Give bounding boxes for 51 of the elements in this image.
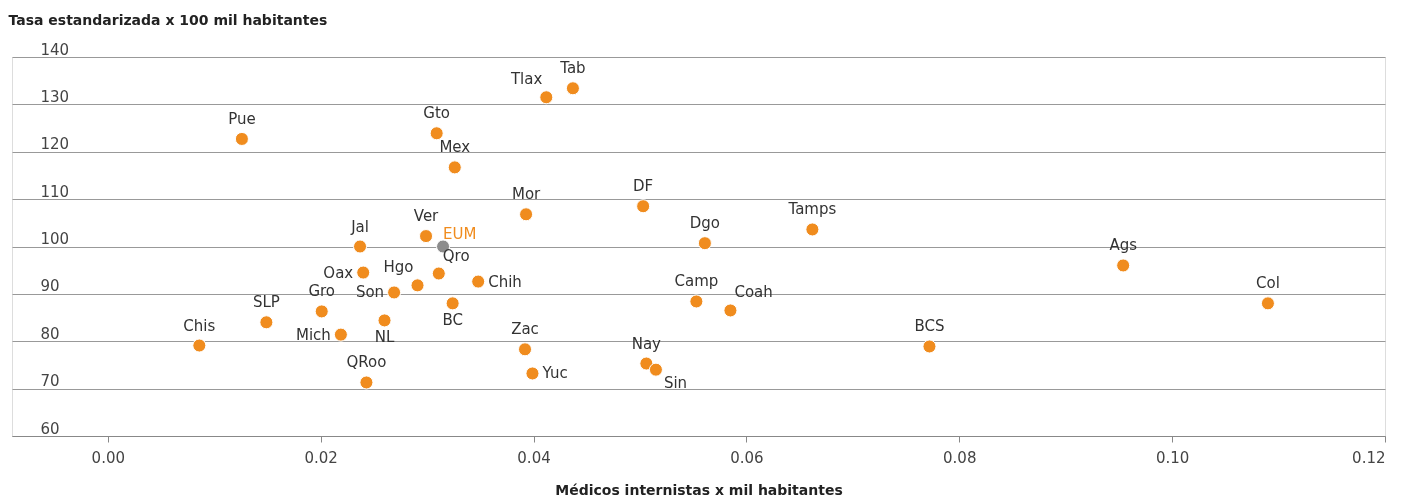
annotation: Coah xyxy=(734,283,773,302)
annotation: NL xyxy=(374,328,395,347)
y-tick-label: 100 xyxy=(40,230,70,248)
x-tick-label: 0.10 xyxy=(1155,448,1190,467)
annotation: Qro xyxy=(442,246,470,265)
annotation: Chih xyxy=(488,272,522,291)
annotation: Mex xyxy=(439,138,471,157)
annotation: Tab xyxy=(559,59,586,78)
x-tick-label: 0.12 xyxy=(1352,448,1386,467)
y-tick-label: 90 xyxy=(40,277,60,296)
annotation: Tlax xyxy=(509,70,543,89)
x-tick-label: 0.02 xyxy=(304,448,338,467)
annotation: QRoo xyxy=(346,353,387,372)
annotation: Sin xyxy=(663,373,688,392)
annotation: Nay xyxy=(631,334,662,353)
y-tick-label: 140 xyxy=(40,40,70,59)
annotation: Dgo xyxy=(689,214,721,233)
x-axis-title: Médicos internistas x mil habitantes xyxy=(555,481,843,498)
annotation: Oax xyxy=(323,263,354,282)
y-axis-title: Tasa estandarizada x 100 mil habitantes xyxy=(8,11,328,28)
annotation: Hgo xyxy=(383,258,414,277)
x-tick-label: 0.06 xyxy=(730,448,764,467)
annotation: Ver xyxy=(413,207,440,226)
annotation: Son xyxy=(355,283,385,302)
x-tick-label: 0.08 xyxy=(943,448,977,467)
annotation: Jal xyxy=(350,217,369,236)
annotation: Tamps xyxy=(787,200,837,219)
annotation: Camp xyxy=(674,272,719,291)
annotation: Col xyxy=(1256,274,1280,293)
annotation: Chis xyxy=(183,316,216,335)
annotation: Mor xyxy=(511,185,542,204)
annotation: BCS xyxy=(914,317,945,336)
annotation: Zac xyxy=(511,320,539,339)
y-tick-label: 60 xyxy=(40,419,60,438)
y-tick-label: 130 xyxy=(40,87,70,106)
annotation: Gto xyxy=(423,104,451,123)
annotation: Mich xyxy=(296,325,331,344)
x-tick-label: 0.00 xyxy=(91,448,125,467)
x-tick-label: 0.04 xyxy=(517,448,551,467)
annotation: Ags xyxy=(1109,236,1138,255)
annotation: Pue xyxy=(228,109,256,128)
annotation: DF xyxy=(633,177,654,196)
annotation: BC xyxy=(442,311,463,330)
y-tick-label: 120 xyxy=(40,135,70,154)
annotation: SLP xyxy=(252,293,280,312)
y-tick-label: 80 xyxy=(40,324,60,343)
y-tick-label: 110 xyxy=(40,182,70,201)
annotation: Gro xyxy=(308,282,336,301)
series-label: EUM xyxy=(443,224,477,243)
y-tick-label: 70 xyxy=(40,372,60,391)
annotation: Yuc xyxy=(541,364,568,383)
